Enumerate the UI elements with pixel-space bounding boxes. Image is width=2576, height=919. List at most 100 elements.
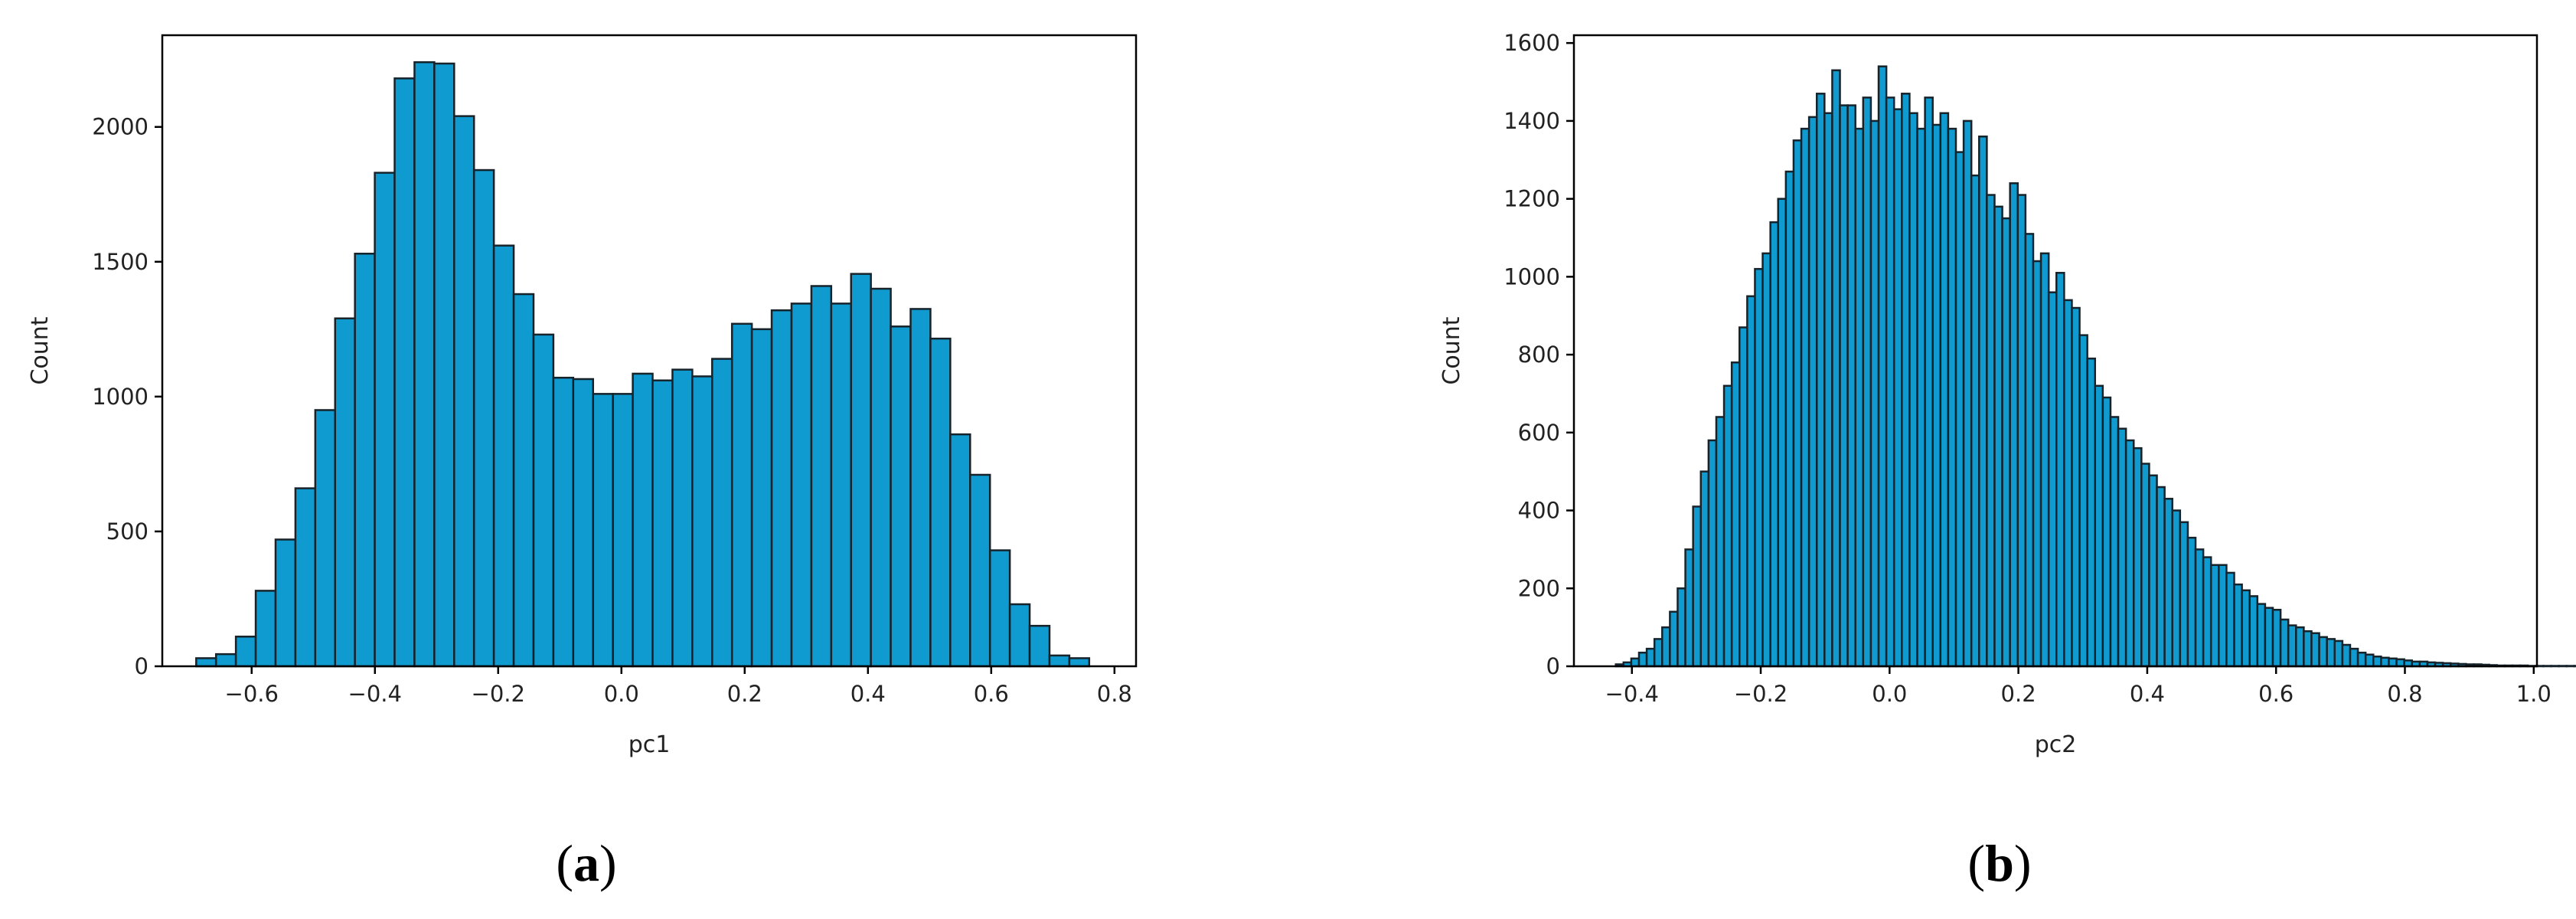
y-tick-label: 0 [135,653,149,679]
histogram-bar-pc1 [552,376,575,668]
histogram-bar-pc2 [1722,384,1733,668]
histogram-bar-pc2 [1931,123,1942,668]
histogram-bar-pc1 [1048,654,1071,668]
histogram-bar-pc2 [1699,470,1710,668]
x-tick-label: −0.4 [348,681,402,707]
histogram-bar-pc2 [1939,112,1950,668]
histogram-bar-pc2 [1630,657,1641,668]
histogram-bar-pc1 [453,115,475,668]
histogram-bar-pc2 [2132,446,2143,668]
histogram-bar-pc1 [334,317,356,668]
histogram-bar-pc1 [512,293,535,668]
histogram-bar-pc2 [1715,416,1725,668]
histogram-bar-pc2 [1784,170,1795,668]
histogram-bar-pc2 [2271,608,2282,668]
histogram-bar-pc1 [254,590,277,668]
y-axis-pc1: 0 500 1000 1500 2000 [92,114,162,679]
y-axis-pc2: 0 200 400 600 800 1000 1200 1400 1600 [1503,30,1574,679]
histogram-bar-pc2 [1746,295,1756,668]
histogram-bar-pc1 [413,61,436,668]
histogram-bar-pc2 [2078,334,2088,668]
histogram-bar-pc2 [1815,93,1826,668]
panel-caption-b: (b) [1967,834,2031,892]
histogram-bar-pc2 [2101,396,2112,668]
histogram-bar-pc1 [472,168,495,668]
histogram-bar-pc2 [1739,326,1748,668]
y-tick-label: 0 [1546,653,1560,679]
histogram-bar-pc2 [2001,217,2011,668]
histogram-bar-pc2 [2341,643,2352,668]
x-tick-label: −0.6 [225,681,279,707]
histogram-bar-pc2 [2171,509,2182,668]
histogram-bar-pc2 [2140,463,2150,668]
histogram-bar-pc2 [2326,638,2336,668]
y-tick-label: 400 [1518,498,1560,524]
histogram-bar-pc1 [195,657,217,668]
histogram-bar-pc1 [730,322,753,668]
histogram-bar-pc2 [2241,589,2251,668]
histogram-bar-pc1 [532,333,555,668]
histogram-bar-pc2 [1831,69,1841,668]
histogram-bar-pc1 [770,309,793,668]
histogram-bar-pc2 [1947,127,1957,668]
histogram-bar-pc1 [354,252,376,668]
histogram-bar-pc1 [294,487,317,668]
x-tick-label: −0.4 [1605,681,1659,707]
x-tick-label: 0.0 [1872,681,1907,707]
histogram-bar-pc2 [1692,505,1703,668]
histogram-bar-pc2 [2055,272,2065,668]
histogram-bar-pc1 [612,393,634,668]
histogram-bar-pc2 [2395,658,2405,668]
histogram-bar-pc2 [1908,112,1918,668]
histogram-bar-pc2 [1730,361,1741,668]
histogram-bar-pc1 [572,378,594,668]
histogram-bar-pc1 [314,409,336,668]
histogram-bar-pc2 [2186,536,2197,668]
histogram-bar-pc2 [1754,267,1764,668]
x-tick-label: 0.4 [2130,681,2165,707]
histogram-bar-pc2 [2380,656,2390,668]
histogram-bar-pc1 [374,172,396,668]
histogram-bar-pc2 [2109,416,2120,668]
histogram-bar-pc2 [2209,564,2220,668]
histogram-bar-pc2 [2163,498,2173,668]
histogram-bar-pc2 [2388,657,2398,668]
histogram-bar-pc2 [1761,252,1771,668]
histogram-bar-pc2 [1970,174,1980,668]
histogram-bar-pc2 [2094,384,2104,668]
histogram-bar-pc2 [1800,127,1810,668]
histogram-bar-pc2 [1669,610,1679,668]
panel-caption-letter-a: a [573,834,599,892]
x-axis-pc1: −0.6 −0.4 −0.2 0.0 0.2 0.4 0.6 0.8 [225,666,1132,707]
x-tick-label: 0.2 [727,681,762,707]
histogram-bar-pc2 [2264,607,2274,668]
histogram-bar-pc1 [810,285,833,668]
histogram-bar-pc1 [790,303,813,668]
histogram-bar-pc1 [890,325,912,668]
x-tick-label: 0.4 [851,681,886,707]
histogram-bar-pc2 [2218,564,2228,668]
histogram-bar-pc2 [2349,647,2359,668]
histogram-bar-pc2 [2256,603,2267,668]
histogram-bar-pc2 [2310,632,2320,668]
x-tick-label: 0.6 [2258,681,2294,707]
histogram-bar-pc2 [1916,127,1926,668]
histogram-bar-pc1 [671,368,694,668]
histogram-bar-pc2 [1954,151,1965,668]
y-tick-label: 1200 [1503,186,1560,212]
histogram-bars-pc2 [1614,65,2576,668]
histogram-bar-pc2 [1653,638,1663,668]
histogram-bar-pc1 [1028,624,1051,668]
x-axis-pc2: −0.4 −0.2 0.0 0.2 0.4 0.6 0.8 1.0 [1605,666,2552,707]
histogram-bar-pc2 [2148,474,2158,668]
histogram-bar-pc2 [2086,357,2097,668]
histogram-bar-pc2 [1677,587,1686,668]
panel-caption-letter-b: b [1985,834,2014,892]
x-tick-label: 0.8 [2387,681,2422,707]
x-tick-label: −0.2 [472,681,525,707]
histogram-bar-pc1 [870,287,892,668]
histogram-bar-pc2 [2039,252,2050,668]
histogram-bar-pc2 [2024,233,2035,668]
histogram-bar-pc1 [1008,603,1031,668]
